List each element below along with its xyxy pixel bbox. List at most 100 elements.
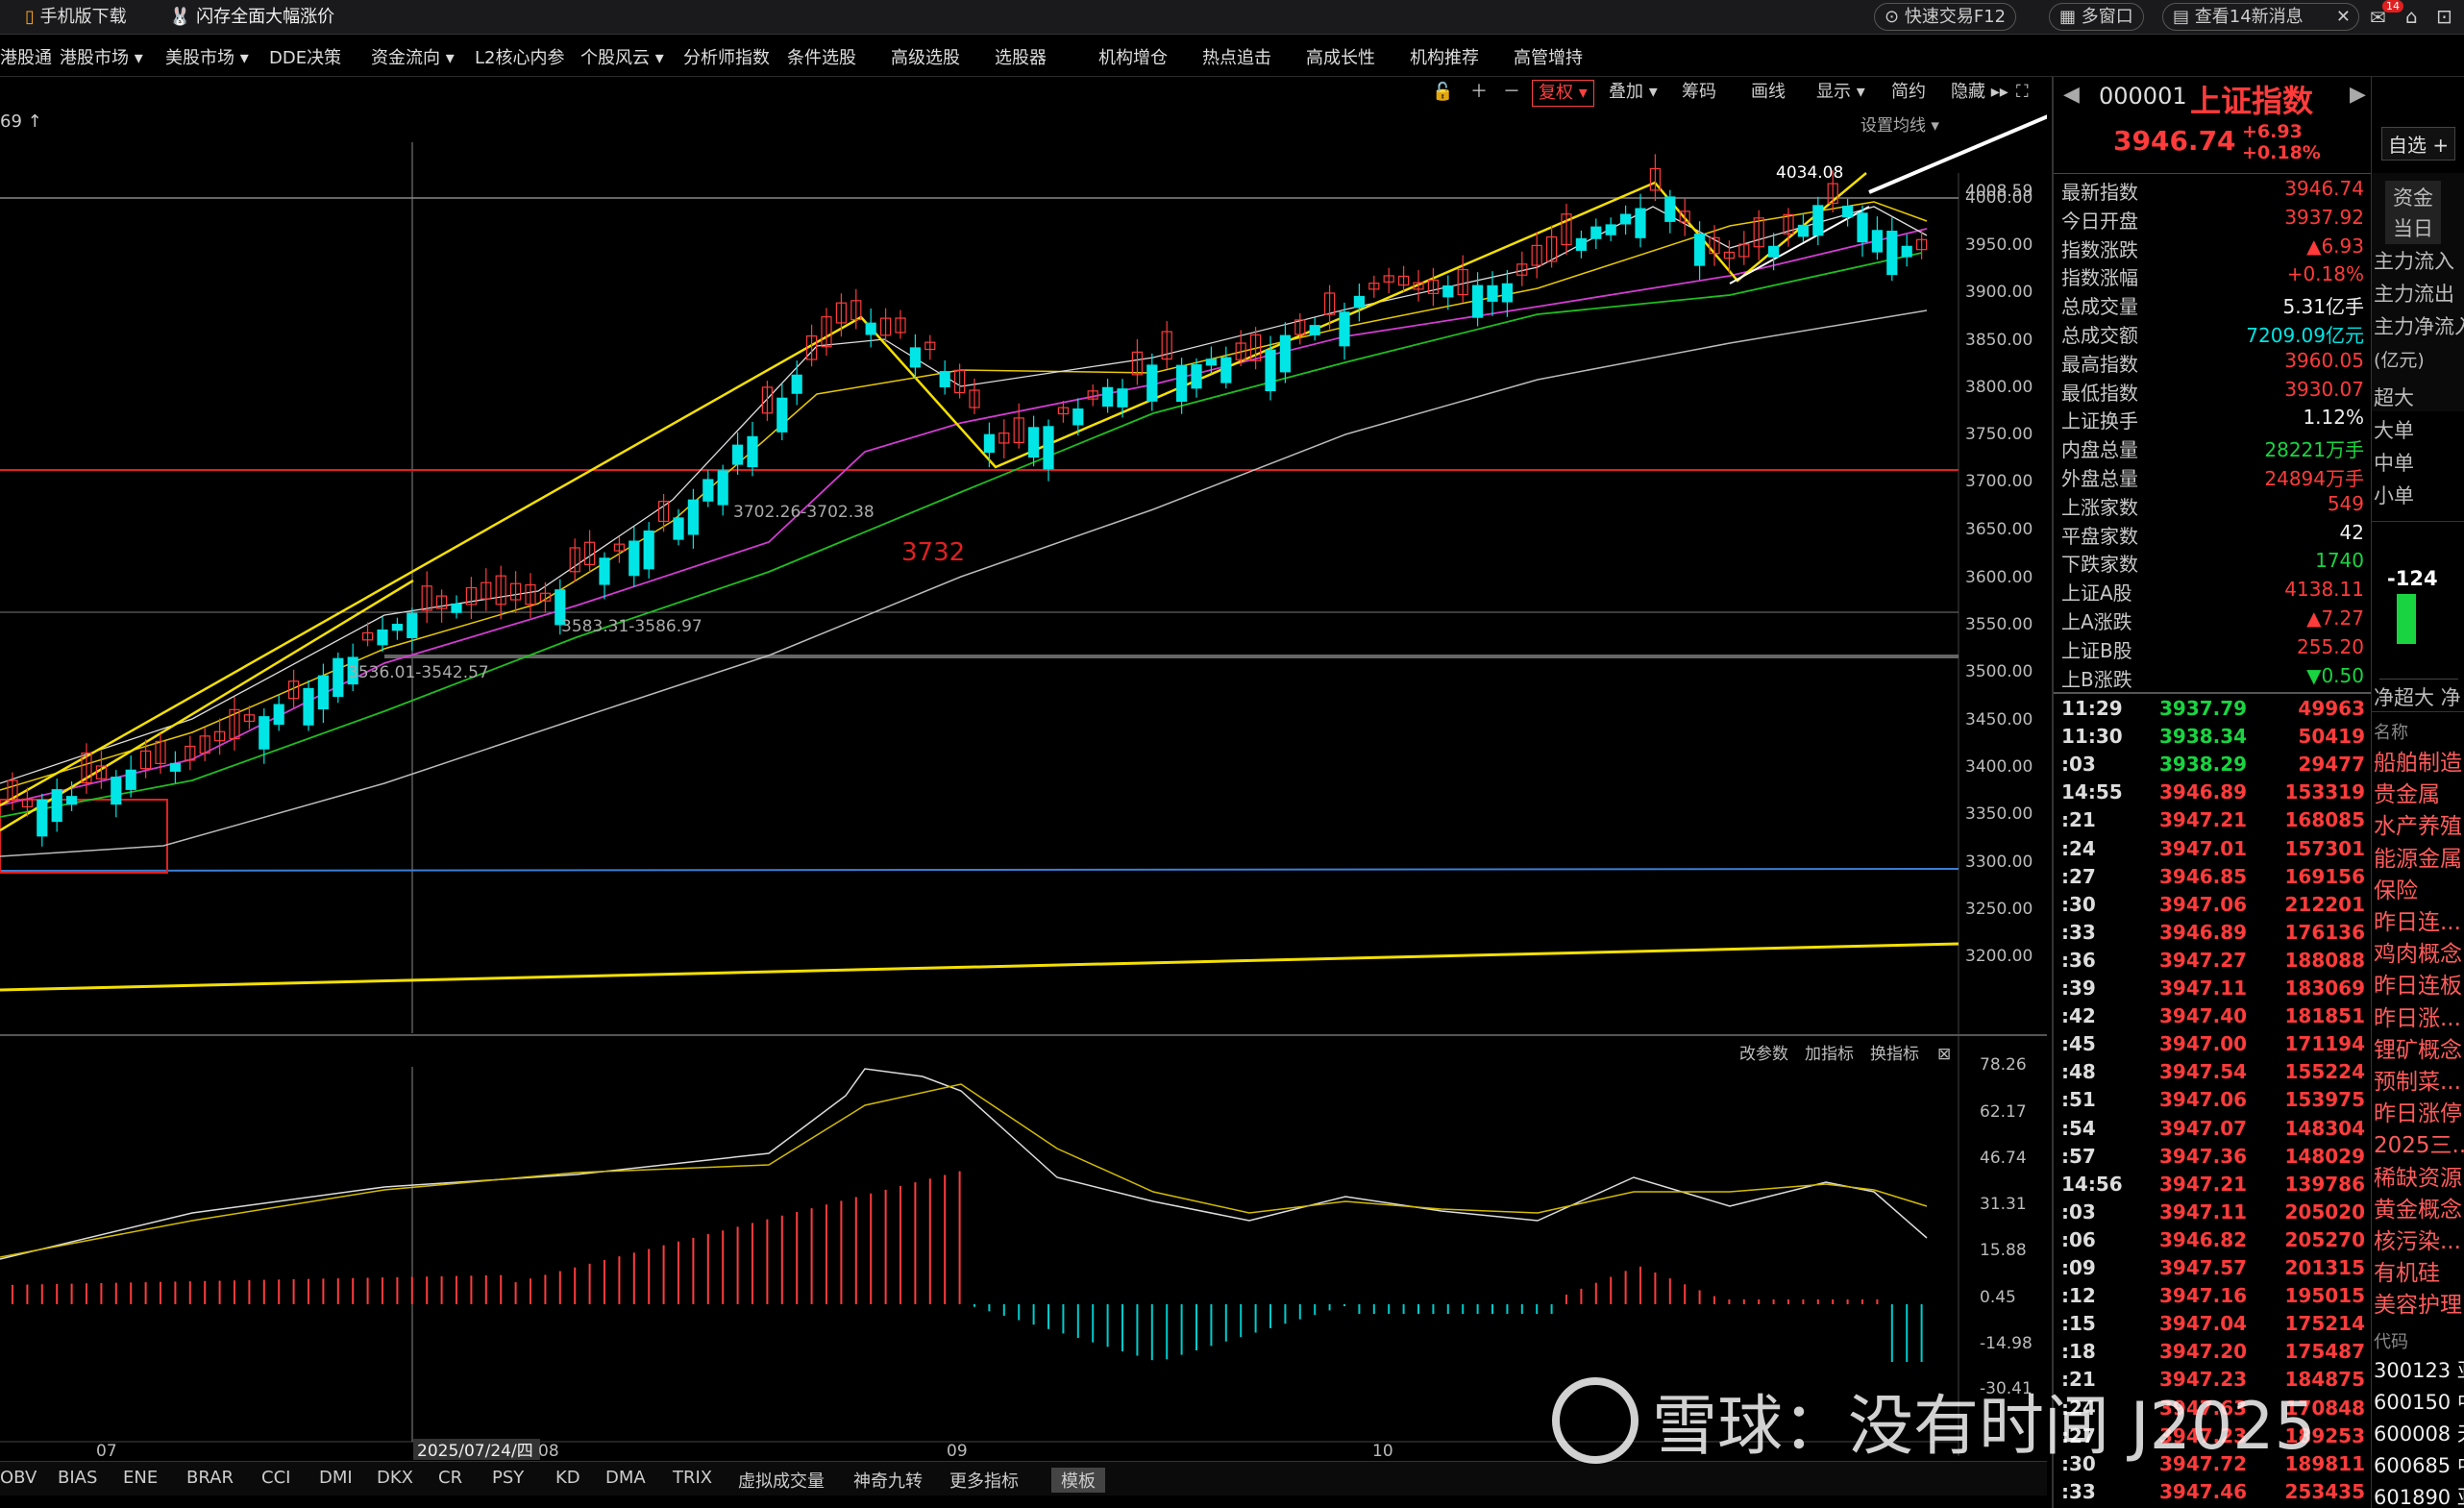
news-notification-button[interactable]: ▤ 查看14新消息 ✕ — [2162, 3, 2359, 31]
menu-item[interactable]: 个股风云 ▾ — [580, 48, 664, 68]
set-ma-button[interactable]: 设置均线 ▾ — [1860, 116, 1939, 136]
zoom-in-icon[interactable]: ＋ — [1470, 82, 1488, 102]
tick-time: 14:55 — [2061, 780, 2123, 804]
sector-item[interactable]: 2025三... — [2374, 1133, 2464, 1159]
tab-kd[interactable]: KD — [555, 1468, 580, 1488]
mail-icon[interactable]: ✉ — [2370, 6, 2386, 29]
switch-indicator-button[interactable]: 换指标 — [1870, 1045, 1919, 1064]
tab-dkx[interactable]: DKX — [377, 1468, 413, 1488]
stock-code-item[interactable]: 600150 中 — [2374, 1391, 2464, 1414]
menu-item[interactable]: 高管增持 — [1514, 48, 1583, 68]
drawn-wave-lines — [0, 172, 1867, 807]
sector-item[interactable]: 昨日涨停 — [2374, 1101, 2462, 1127]
edit-params-button[interactable]: 改参数 — [1739, 1045, 1788, 1064]
sector-item[interactable]: 能源金属 — [2374, 846, 2462, 872]
sector-item[interactable]: 美容护理 — [2374, 1293, 2462, 1319]
tab-magic-nine[interactable]: 神奇九转 — [853, 1471, 923, 1492]
zoom-out-icon[interactable]: － — [1503, 82, 1520, 102]
menu-item[interactable]: 机构推荐 — [1410, 48, 1479, 68]
kline-chart[interactable]: 4034.08 3732 3702.26-3702.38 3583.31-358… — [0, 77, 2047, 1461]
stock-code-item[interactable]: 600008 天 — [2374, 1422, 2464, 1446]
sector-item[interactable]: 锂矿概念 — [2374, 1037, 2462, 1063]
promo-news-link[interactable]: 🐰 闪存全面大幅涨价 — [161, 4, 342, 30]
sector-item[interactable]: 保险 — [2374, 878, 2418, 903]
sector-item[interactable]: 水产养殖 — [2374, 814, 2462, 840]
menu-item[interactable]: 高成长性 — [1306, 48, 1375, 68]
sector-item[interactable]: 有机硅 — [2374, 1261, 2440, 1287]
sector-item[interactable]: 预制菜... — [2374, 1070, 2461, 1095]
hide-button[interactable]: 隐藏 ▸▸ — [1951, 82, 2008, 102]
add-indicator-button[interactable]: 加指标 — [1805, 1045, 1854, 1064]
tab-dma[interactable]: DMA — [605, 1468, 646, 1488]
stat-row: 上证B股 255.20 — [2061, 635, 2364, 664]
close-indicator-icon[interactable]: ⊠ — [1937, 1045, 1951, 1064]
candle-body — [1087, 390, 1098, 400]
menu-item[interactable]: 港股市场 ▾ — [60, 48, 143, 68]
sector-item[interactable]: 贵金属 — [2374, 782, 2440, 808]
menu-item[interactable]: 港股通 — [0, 48, 52, 68]
watchlist-button[interactable]: 自选 + — [2381, 127, 2456, 161]
window-menu-icon[interactable]: ⊡ — [2436, 5, 2452, 28]
display-button[interactable]: 显示 ▾ — [1816, 82, 1865, 102]
divider — [2054, 173, 2371, 174]
tab-more-indicators[interactable]: 更多指标 — [949, 1471, 1019, 1492]
simple-button[interactable]: 简约 — [1891, 82, 1926, 102]
chips-button[interactable]: 筹码 — [1682, 82, 1716, 102]
tab-brar[interactable]: BRAR — [186, 1468, 234, 1488]
menu-item[interactable]: 分析师指数 — [683, 48, 770, 68]
candle-body — [525, 583, 536, 606]
stock-code-item[interactable]: 601890 亚 — [2374, 1486, 2464, 1508]
menu-item[interactable]: L2核心内参 — [475, 48, 565, 68]
sector-item[interactable]: 黄金概念 — [2374, 1197, 2462, 1223]
stat-row: 总成交量 5.31亿手 — [2061, 291, 2364, 320]
tab-cci[interactable]: CCI — [261, 1468, 291, 1488]
sector-item[interactable]: 稀缺资源 — [2374, 1165, 2462, 1191]
stat-value: 4138.11 — [2284, 578, 2364, 602]
next-stock-icon[interactable]: ▶ — [2350, 83, 2366, 107]
sector-item[interactable]: 昨日涨... — [2374, 1005, 2461, 1031]
sector-item[interactable]: 船舶制造 — [2374, 751, 2462, 776]
tab-trix[interactable]: TRIX — [673, 1468, 713, 1488]
menu-item[interactable]: 资金流向 ▾ — [371, 48, 455, 68]
draw-line-button[interactable]: 画线 — [1751, 82, 1786, 102]
flow-tab-fund[interactable]: 资金 — [2385, 181, 2441, 213]
menu-item[interactable]: 高级选股 — [891, 48, 960, 68]
stat-value: ▼0.50 — [2306, 663, 2364, 687]
lock-icon[interactable]: 🔓 — [1432, 82, 1454, 102]
tab-ene[interactable]: ENE — [123, 1468, 159, 1488]
menu-item[interactable]: 机构增仓 — [1098, 48, 1168, 68]
sector-item[interactable]: 昨日连板 — [2374, 974, 2462, 1000]
tab-obv[interactable]: OBV — [0, 1468, 37, 1488]
stat-label: 最高指数 — [2061, 352, 2138, 376]
home-icon[interactable]: ⌂ — [2405, 5, 2418, 28]
menu-item[interactable]: 热点追击 — [1202, 48, 1271, 68]
mobile-download-button[interactable]: ▯ 手机版下载 — [17, 4, 135, 30]
stock-code-item[interactable]: 600685 中 — [2374, 1454, 2464, 1477]
stock-code-item[interactable]: 300123 亚 — [2374, 1359, 2464, 1382]
overlay-button[interactable]: 叠加 ▾ — [1609, 82, 1658, 102]
candle-body — [835, 302, 848, 324]
sector-item[interactable]: 昨日连... — [2374, 910, 2461, 935]
sector-item[interactable]: 核污染... — [2374, 1229, 2461, 1254]
multi-window-button[interactable]: ▦ 多窗口 — [2049, 3, 2144, 31]
tab-virtual-volume[interactable]: 虚拟成交量 — [738, 1471, 825, 1492]
candle-body — [1619, 213, 1632, 225]
tab-template[interactable]: 模板 — [1051, 1468, 1105, 1493]
tick-price: 3946.89 — [2159, 920, 2248, 944]
y-tick-label: 3600.00 — [1965, 568, 2033, 587]
menu-item[interactable]: 选股器 — [995, 48, 1047, 68]
tab-dmi[interactable]: DMI — [319, 1468, 353, 1488]
menu-item[interactable]: 条件选股 — [787, 48, 856, 68]
fullscreen-icon[interactable]: ⛶ — [2016, 82, 2029, 102]
tab-cr[interactable]: CR — [438, 1468, 463, 1488]
sector-item[interactable]: 鸡肉概念 — [2374, 942, 2462, 968]
fast-trade-button[interactable]: ⊙ 快速交易F12 — [1874, 3, 2017, 31]
close-icon[interactable]: ✕ — [2335, 7, 2351, 27]
tab-psy[interactable]: PSY — [492, 1468, 525, 1488]
flow-tab-today[interactable]: 当日 — [2385, 211, 2441, 244]
menu-item[interactable]: 美股市场 ▾ — [165, 48, 249, 68]
tab-bias[interactable]: BIAS — [58, 1468, 98, 1488]
menu-item[interactable]: DDE决策 — [269, 48, 342, 68]
fuquan-button[interactable]: 复权 ▾ — [1532, 80, 1594, 107]
prev-stock-icon[interactable]: ◀ — [2063, 83, 2080, 107]
